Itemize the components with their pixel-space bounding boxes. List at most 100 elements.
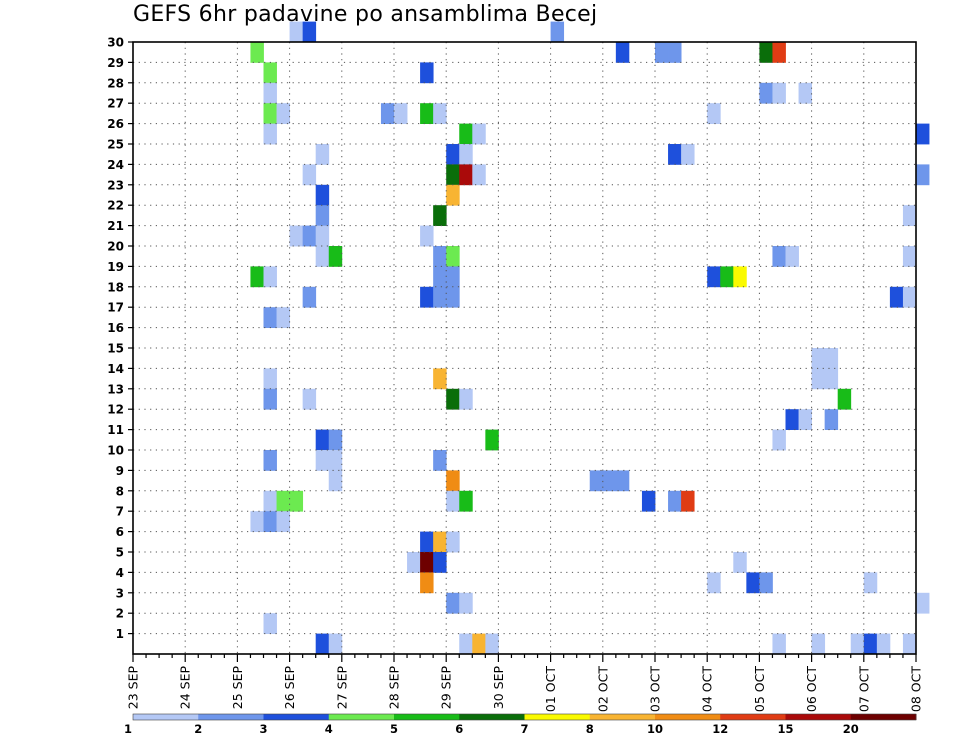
heatmap-cell (472, 123, 486, 145)
heatmap-cell (798, 409, 812, 430)
heatmap-cell (459, 164, 473, 186)
heatmap-cell (720, 266, 734, 288)
y-tick-label: 2 (116, 607, 124, 621)
heatmap-cell (485, 633, 499, 655)
heatmap-cell (263, 82, 277, 104)
colorbar-swatch (785, 714, 852, 720)
y-tick-label: 20 (107, 240, 124, 254)
colorbar-swatch (133, 714, 199, 720)
y-tick-label: 1 (116, 627, 124, 641)
heatmap-cell (433, 266, 447, 288)
colorbar-swatch (720, 714, 786, 720)
heatmap-cell (446, 246, 460, 267)
heatmap-cell (446, 164, 460, 186)
heatmap-cell (746, 572, 760, 594)
heatmap-cell (615, 470, 630, 492)
y-tick-label: 23 (107, 178, 124, 192)
heatmap-cell (328, 470, 343, 492)
y-tick-label: 30 (107, 36, 124, 50)
y-tick-label: 4 (116, 566, 124, 580)
heatmap-cell (302, 164, 317, 186)
heatmap-cell (876, 633, 891, 655)
colorbar-swatch (655, 714, 721, 720)
heatmap-cell (602, 470, 617, 492)
heatmap-cell (733, 266, 747, 288)
heatmap-cell (446, 470, 460, 492)
heatmap-cell (263, 511, 277, 532)
heatmap-cell (315, 246, 330, 267)
heatmap-cell (276, 490, 290, 512)
heatmap-cell (824, 368, 839, 390)
heatmap-cell (433, 103, 447, 124)
colorbar-label: 15 (777, 722, 793, 736)
heatmap-cell (902, 633, 917, 655)
y-tick-label: 15 (107, 342, 124, 356)
x-axis: 23 SEP 24 SEP 25 SEP 26 SEP 27 SEP 28 SEP 29 S… (126, 654, 924, 712)
heatmap-cell (315, 184, 330, 206)
heatmap-cell (824, 409, 839, 430)
heatmap-cell (420, 572, 434, 594)
y-tick-label: 24 (107, 158, 124, 172)
heatmap-cell (433, 368, 447, 390)
plot-frame (132, 41, 917, 655)
heatmap-cell (550, 21, 565, 43)
y-tick-label: 11 (107, 423, 124, 437)
heatmap-cell (902, 246, 917, 267)
heatmap-cell (811, 633, 826, 655)
x-tick-label: 04 OCT (700, 666, 715, 712)
colorbar-label: 2 (194, 722, 202, 736)
heatmap-cell (485, 429, 499, 451)
x-tick-label: 08 OCT (909, 666, 924, 712)
heatmap-cell (380, 103, 395, 124)
heatmap-cell (263, 368, 277, 390)
heatmap-cell (472, 164, 486, 186)
y-tick-label: 18 (107, 280, 124, 294)
heatmap-cell (315, 633, 330, 655)
heatmap-cell (433, 450, 447, 471)
heatmap-cell (798, 82, 812, 104)
heatmap-cell (420, 103, 434, 124)
heatmap-cell (420, 225, 434, 247)
y-tick-label: 13 (107, 382, 124, 396)
heatmap-cell (394, 103, 408, 124)
colorbar-swatch (263, 714, 330, 720)
colorbar-label: 8 (586, 722, 594, 736)
x-tick-label: 25 SEP (230, 666, 245, 710)
heatmap-cell (707, 103, 721, 124)
heatmap-cell (446, 144, 460, 165)
heatmap-cell (459, 490, 473, 512)
heatmap-cell (459, 144, 473, 165)
x-tick-label: 30 SEP (491, 666, 506, 710)
chart-title: GEFS 6hr padavine po ansamblima Becej (133, 2, 598, 27)
heatmap-cell (315, 225, 330, 247)
heatmap-cell (759, 42, 773, 63)
y-tick-label: 25 (107, 138, 124, 152)
y-tick-label: 26 (107, 117, 124, 131)
heatmap-cell (276, 103, 290, 124)
heatmap-cell (420, 552, 434, 573)
colorbar-label: 10 (647, 722, 663, 736)
colorbar-swatch (459, 714, 525, 720)
heatmap-cell (446, 592, 460, 614)
heatmap-cell (250, 266, 264, 288)
heatmap-cell (863, 572, 878, 594)
heatmap-cell (250, 42, 264, 63)
heatmap-cell (916, 164, 930, 186)
y-tick-label: 8 (116, 484, 124, 498)
heatmap-cell (668, 490, 682, 512)
heatmap-cell (459, 123, 473, 145)
heatmap-cell (615, 42, 630, 63)
heatmap-cell (420, 62, 434, 84)
y-tick-label: 14 (107, 362, 124, 376)
heatmap-cell (811, 348, 826, 369)
heatmap-cell (315, 429, 330, 451)
heatmap-cell (263, 103, 277, 124)
heatmap-cell (302, 286, 317, 308)
heatmap-cell (407, 552, 421, 573)
heatmap-cell (315, 144, 330, 165)
heatmap-cell (772, 633, 786, 655)
heatmap-cell (902, 286, 917, 308)
colorbar-swatch (589, 714, 656, 720)
heatmap-cell (655, 42, 669, 63)
heatmap-cell (759, 82, 773, 104)
